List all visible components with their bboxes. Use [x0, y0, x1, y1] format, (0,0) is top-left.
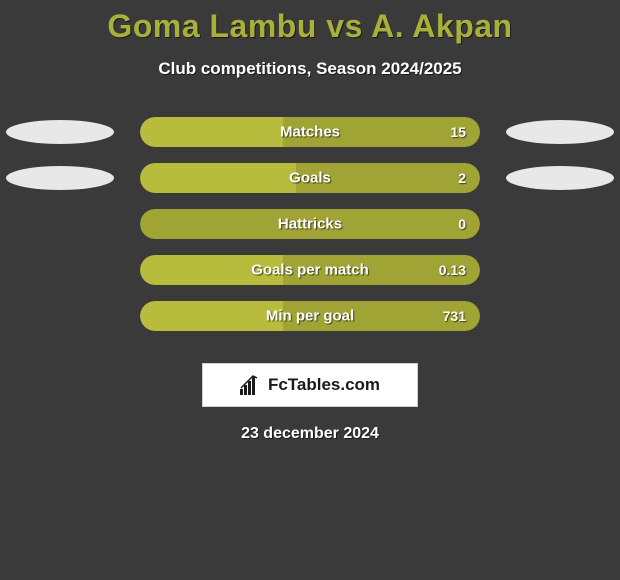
- comparison-page: Goma Lambu vs A. Akpan Club competitions…: [0, 0, 620, 580]
- stat-value: 0: [458, 216, 466, 232]
- stat-bar: Goals 2: [140, 163, 480, 193]
- stat-label: Goals per match: [251, 262, 369, 279]
- page-subtitle: Club competitions, Season 2024/2025: [0, 59, 620, 79]
- stat-value: 731: [443, 308, 466, 324]
- stat-label: Min per goal: [266, 308, 354, 325]
- footer-date: 23 december 2024: [0, 425, 620, 443]
- stat-label: Matches: [280, 124, 340, 141]
- stat-label: Hattricks: [278, 216, 342, 233]
- stat-row: Goals 2: [0, 155, 620, 201]
- stat-row: Goals per match 0.13: [0, 247, 620, 293]
- stat-row: Min per goal 731: [0, 293, 620, 339]
- stat-row: Hattricks 0: [0, 201, 620, 247]
- comparison-chart: Matches 15 Goals 2 Hattricks 0 Goals per match…: [0, 109, 620, 339]
- stat-label: Goals: [289, 170, 331, 187]
- page-title: Goma Lambu vs A. Akpan: [0, 0, 620, 45]
- stat-bar-left: [140, 117, 283, 147]
- stat-value: 15: [450, 124, 466, 140]
- stat-bar: Min per goal 731: [140, 301, 480, 331]
- stat-value: 2: [458, 170, 466, 186]
- right-player-marker: [506, 166, 614, 190]
- left-player-marker: [6, 120, 114, 144]
- stat-value: 0.13: [439, 262, 466, 278]
- stat-bar: Hattricks 0: [140, 209, 480, 239]
- bar-chart-icon: [240, 375, 262, 395]
- stat-bar: Matches 15: [140, 117, 480, 147]
- stat-bar-left: [140, 301, 283, 331]
- stat-row: Matches 15: [0, 109, 620, 155]
- footer-badge[interactable]: FcTables.com: [202, 363, 418, 407]
- stat-bar-left: [140, 163, 296, 193]
- footer-badge-text: FcTables.com: [268, 375, 380, 395]
- stat-bar: Goals per match 0.13: [140, 255, 480, 285]
- left-player-marker: [6, 166, 114, 190]
- right-player-marker: [506, 120, 614, 144]
